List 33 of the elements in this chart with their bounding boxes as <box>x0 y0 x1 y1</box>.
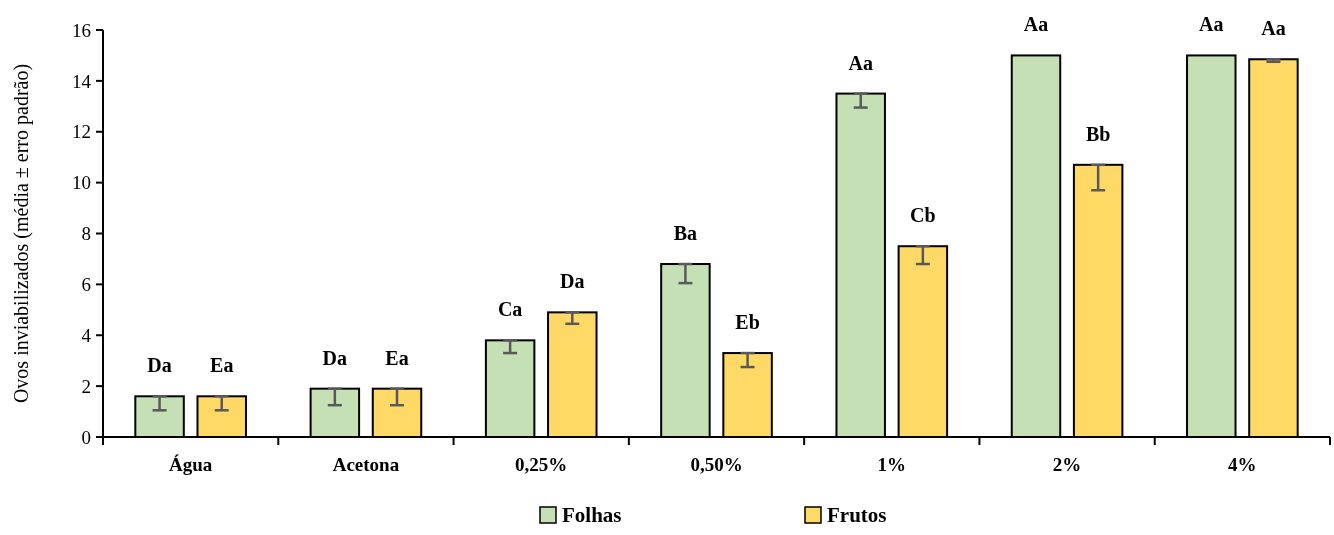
y-tick-label: 6 <box>81 274 91 296</box>
legend-label: Frutos <box>827 503 887 527</box>
data-label: Eb <box>735 311 760 334</box>
data-label: Ca <box>497 298 523 321</box>
data-label: Aa <box>1261 17 1286 40</box>
x-tick-label: 0,25% <box>515 454 568 475</box>
y-axis-title: Ovos inviabilizados (média ± erro padrão) <box>10 63 33 404</box>
data-label: Da <box>322 346 348 369</box>
x-tick-label: 1% <box>877 454 907 475</box>
data-label: Ea <box>210 354 234 377</box>
data-label: Aa <box>848 51 873 74</box>
y-tick-label: 0 <box>81 426 91 448</box>
x-tick-label: 2% <box>1052 454 1082 475</box>
x-tick-label: 4% <box>1228 454 1257 475</box>
data-label: Da <box>147 354 172 377</box>
data-label: Aa <box>1023 13 1049 36</box>
x-tick-label: 0,50% <box>690 454 743 475</box>
data-label: Da <box>560 270 585 293</box>
data-label: Cb <box>910 204 936 227</box>
data-label: Bb <box>1085 122 1111 145</box>
y-tick-label: 16 <box>72 19 91 41</box>
y-tick-label: 4 <box>81 324 92 346</box>
y-tick-label: 2 <box>81 375 91 397</box>
data-label: Aa <box>1199 13 1224 36</box>
y-tick-label: 8 <box>81 223 91 245</box>
x-tick-label: Acetona <box>332 454 400 475</box>
x-tick-label: Água <box>168 454 213 475</box>
data-label: Ea <box>385 346 409 369</box>
data-label: Ba <box>673 222 698 245</box>
y-tick-label: 14 <box>72 70 92 92</box>
legend-label: Folhas <box>562 503 622 527</box>
y-tick-label: 12 <box>72 121 91 143</box>
y-tick-label: 10 <box>72 172 91 194</box>
